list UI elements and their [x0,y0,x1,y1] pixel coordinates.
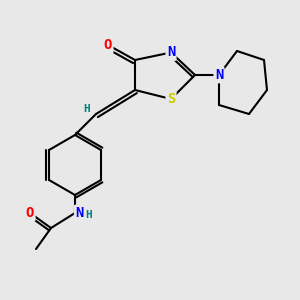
Text: H: H [85,209,92,220]
Text: N: N [75,206,84,220]
Text: O: O [104,38,112,52]
Text: O: O [26,206,34,220]
Text: N: N [167,46,175,59]
Text: H: H [84,104,90,115]
Text: S: S [167,92,175,106]
Text: N: N [215,68,223,82]
